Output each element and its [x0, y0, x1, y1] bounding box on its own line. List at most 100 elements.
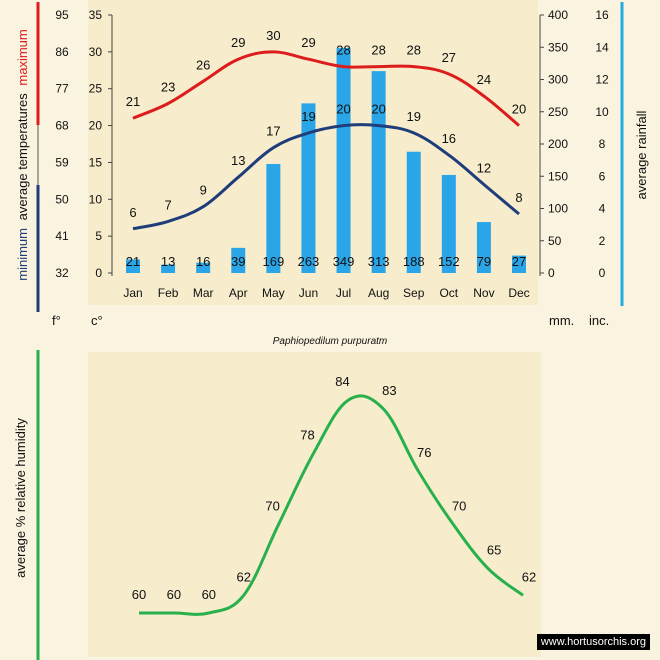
maximum-value-label: 21	[126, 94, 140, 109]
maximum-value-label: 30	[266, 28, 280, 43]
f-tick-label: 86	[55, 45, 69, 59]
rainfall-bar	[441, 174, 456, 273]
mm-tick-label: 250	[548, 105, 568, 119]
chart-caption: Paphiopedilum purpuratm	[272, 336, 388, 347]
f-tick-label: 68	[55, 119, 69, 133]
c-tick-label: 5	[95, 229, 102, 243]
minimum-value-label: 8	[515, 190, 522, 205]
rainfall-bar	[336, 47, 351, 273]
month-label: Nov	[473, 286, 494, 300]
watermark: www.hortusorchis.org	[536, 634, 650, 650]
climate-chart: minimum average temperatures maximum ave…	[15, 0, 649, 328]
rainfall-bar	[301, 103, 316, 274]
humidity-value-label: 70	[265, 498, 279, 513]
minimum-value-label: 16	[442, 131, 456, 146]
month-label: Jul	[336, 286, 351, 300]
humidity-value-label: 76	[417, 445, 431, 460]
month-label: Feb	[158, 286, 179, 300]
rainfall-bar	[126, 259, 140, 273]
inch-tick-label: 12	[595, 73, 609, 87]
unit-in: inc.	[589, 313, 609, 328]
minimum-value-label: 20	[336, 102, 350, 117]
rainfall-bar	[512, 255, 526, 273]
f-tick-label: 95	[55, 8, 69, 22]
inch-tick-label: 10	[595, 105, 609, 119]
inch-tick-label: 2	[599, 234, 606, 248]
f-tick-label: 50	[55, 192, 69, 206]
f-tick-label: 41	[55, 229, 69, 243]
rainfall-value-label: 152	[438, 254, 460, 269]
rainfall-value-label: 13	[161, 254, 175, 269]
rainfall-value-label: 313	[368, 254, 390, 269]
rainfall-value-label: 79	[477, 254, 491, 269]
minimum-value-label: 19	[406, 109, 420, 124]
climate-marks: 9586776859504132353025201510504003503002…	[55, 8, 609, 300]
minimum-value-label: 9	[200, 183, 207, 198]
inch-tick-label: 8	[599, 137, 606, 151]
rainfall-value-label: 263	[298, 254, 320, 269]
rainfall-value-label: 169	[263, 254, 285, 269]
f-tick-label: 77	[55, 82, 69, 96]
rainfall-value-label: 39	[231, 254, 245, 269]
humidity-plot-background	[88, 352, 541, 657]
unit-f: f°	[52, 313, 61, 328]
minimum-value-label: 20	[371, 102, 385, 117]
maximum-value-label: 26	[196, 57, 210, 72]
c-tick-label: 30	[89, 45, 103, 59]
humidity-line	[139, 394, 524, 616]
rainfall-value-label: 16	[196, 254, 210, 269]
humidity-value-label: 60	[202, 587, 216, 602]
humidity-axis-title: average % relative humidity	[13, 418, 28, 578]
c-tick-label: 15	[89, 155, 103, 169]
minimum-value-label: 17	[266, 124, 280, 139]
maximum-value-label: 28	[371, 43, 385, 58]
minimum-value-label: 7	[164, 197, 171, 212]
humidity-value-label: 60	[167, 587, 181, 602]
humidity-value-label: 84	[335, 374, 349, 389]
maximum-value-label: 29	[231, 35, 245, 50]
maximum-value-label: 27	[442, 50, 456, 65]
rainfall-value-label: 349	[333, 254, 355, 269]
mm-tick-label: 150	[548, 169, 568, 183]
minimum-value-label: 12	[477, 161, 491, 176]
month-label: Oct	[439, 286, 458, 300]
rainfall-value-label: 188	[403, 254, 425, 269]
c-tick-label: 20	[89, 119, 103, 133]
rainfall-bar	[196, 262, 211, 273]
humidity-value-label: 70	[452, 498, 466, 513]
month-label: Mar	[193, 286, 214, 300]
humidity-value-label: 78	[300, 427, 314, 442]
maximum-value-label: 29	[301, 35, 315, 50]
rainfall-bar	[406, 151, 421, 273]
rainfall-value-label: 27	[512, 254, 526, 269]
maximum-word: maximum	[15, 29, 30, 85]
month-label: May	[262, 286, 285, 300]
mm-tick-label: 50	[548, 234, 562, 248]
rainfall-bar	[476, 222, 491, 273]
minimum-word: minimum	[15, 228, 30, 281]
humidity-value-label: 83	[382, 383, 396, 398]
mm-tick-label: 100	[548, 202, 568, 216]
temperature-title-middle: average temperatures	[15, 93, 30, 221]
mm-tick-label: 400	[548, 8, 568, 22]
month-label: Jun	[299, 286, 318, 300]
inch-tick-label: 4	[599, 202, 606, 216]
rainfall-bar	[161, 264, 176, 273]
inch-tick-label: 16	[595, 8, 609, 22]
inch-tick-label: 14	[595, 40, 609, 54]
rainfall-bar	[231, 247, 246, 273]
minimum-line	[132, 123, 520, 231]
f-tick-label: 32	[55, 266, 69, 280]
mm-tick-label: 300	[548, 73, 568, 87]
maximum-value-label: 20	[512, 102, 526, 117]
rainfall-bar	[371, 71, 386, 274]
minimum-value-label: 19	[301, 109, 315, 124]
rainfall-value-label: 21	[126, 254, 140, 269]
maximum-value-label: 23	[161, 79, 175, 94]
c-tick-label: 0	[95, 266, 102, 280]
c-tick-label: 10	[89, 192, 103, 206]
unit-mm: mm.	[549, 313, 574, 328]
maximum-value-label: 24	[477, 72, 491, 87]
